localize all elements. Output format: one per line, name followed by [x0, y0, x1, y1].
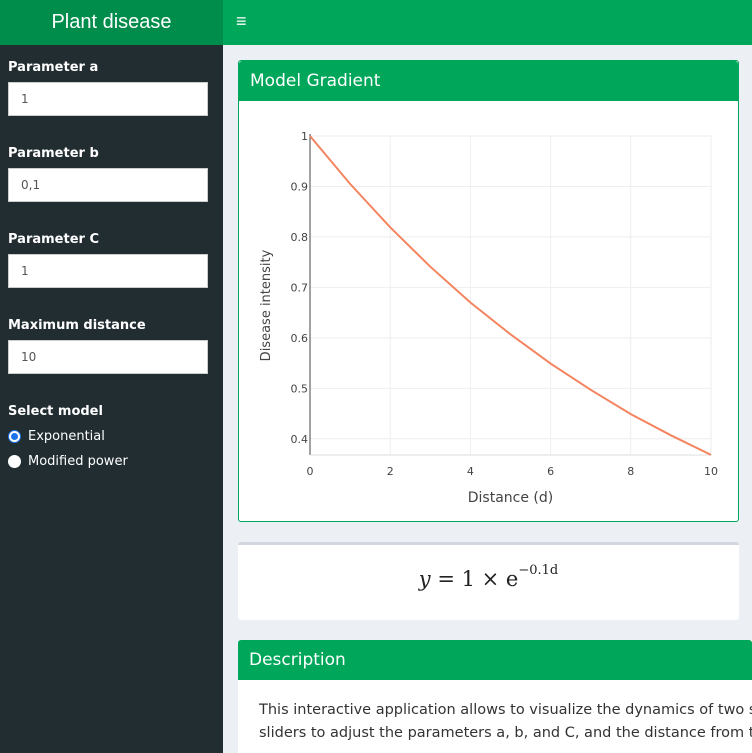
description-line: sliders to adjust the parameters a, b, a…	[259, 725, 752, 741]
param-c-label: Parameter C	[8, 232, 100, 247]
top-navbar: Plant disease ≡	[0, 0, 752, 45]
y-tick-label: 0.7	[291, 281, 309, 294]
radio-button-unchecked[interactable]	[8, 455, 21, 468]
y-axis-title: Disease intensity	[259, 249, 274, 361]
x-tick-label: 8	[627, 465, 634, 478]
x-tick-label: 4	[467, 465, 474, 478]
param-a-label: Parameter a	[8, 60, 99, 75]
radio-exponential[interactable]: Exponential	[8, 429, 105, 444]
x-tick-label: 6	[547, 465, 554, 478]
max-distance-input[interactable]: 10	[8, 340, 208, 374]
series-line	[309, 135, 712, 456]
y-tick-label: 0.6	[291, 332, 309, 345]
equation-body: = 1 × e	[430, 567, 519, 591]
y-tick-label: 0.9	[291, 180, 309, 193]
model-gradient-title: Model Gradient	[239, 61, 738, 101]
radio-modified-power-label: Modified power	[28, 454, 128, 469]
param-a-input[interactable]: 1	[8, 82, 208, 116]
description-line: This interactive application allows to v…	[259, 702, 752, 718]
equation: y = 1 × e−0.1d	[238, 563, 739, 591]
sidebar: Parameter a 1 Parameter b 0,1 Parameter …	[0, 45, 223, 753]
description-title: Description	[238, 640, 752, 680]
model-gradient-box: Model Gradient 0 2 4 6 8 10 0.4 0.5 0.6 0.7 0.8 0.9…	[238, 60, 739, 522]
x-axis-title: Distance (d)	[468, 490, 553, 506]
param-c-input[interactable]: 1	[8, 254, 208, 288]
equation-exponent: −0.1d	[518, 563, 559, 578]
radio-modified-power[interactable]: Modified power	[8, 454, 128, 469]
param-b-label: Parameter b	[8, 146, 99, 161]
y-tick-label: 0.4	[291, 433, 309, 446]
description-box: Description This interactive application…	[238, 640, 752, 753]
hamburger-icon[interactable]: ≡	[236, 11, 247, 31]
y-tick-label: 1	[301, 130, 308, 143]
description-text: This interactive application allows to v…	[238, 680, 752, 745]
select-model-label: Select model	[8, 404, 103, 419]
max-distance-label: Maximum distance	[8, 318, 146, 333]
app-title: Plant disease	[0, 0, 223, 45]
radio-button-checked[interactable]	[8, 430, 21, 443]
equation-lhs: y	[418, 567, 431, 591]
gradient-chart: 0 2 4 6 8 10 0.4 0.5 0.6 0.7 0.8 0.9 1 Distance (d) Di…	[259, 130, 718, 506]
equation-box: y = 1 × e−0.1d	[238, 542, 739, 620]
x-tick-label: 2	[387, 465, 394, 478]
radio-exponential-label: Exponential	[28, 429, 105, 444]
x-tick-label: 0	[307, 465, 314, 478]
x-tick-label: 10	[704, 465, 718, 478]
param-b-input[interactable]: 0,1	[8, 168, 208, 202]
y-tick-label: 0.8	[291, 231, 309, 244]
y-tick-label: 0.5	[291, 382, 309, 395]
